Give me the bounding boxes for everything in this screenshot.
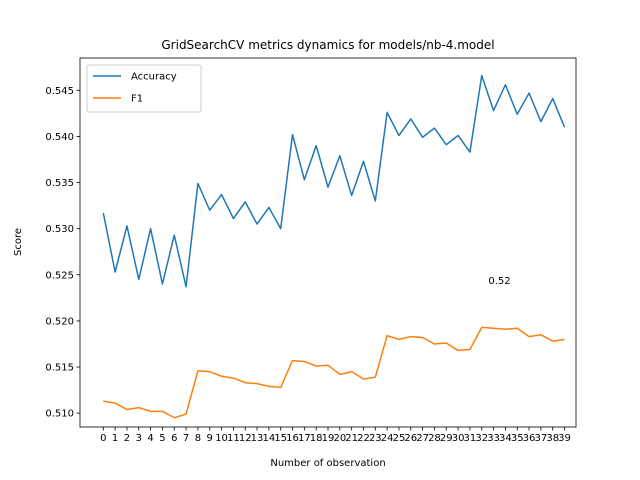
x-tick-label: 9 — [207, 433, 213, 444]
x-tick-label: 12 — [239, 433, 252, 444]
x-tick-label: 16 — [286, 433, 299, 444]
x-tick-label: 10 — [215, 433, 228, 444]
x-tick-label: 14 — [263, 433, 276, 444]
x-axis: 0 1 2 3 4 5 6 7 8 9 10 11 12 13 14 15 16 17 18 19 20 21 22 23 24… — [100, 427, 571, 444]
x-tick-label: 22 — [357, 433, 370, 444]
x-tick-label: 36 — [523, 433, 536, 444]
x-tick-label: 13 — [251, 433, 264, 444]
x-tick-label: 29 — [440, 433, 453, 444]
x-tick-label: 18 — [310, 433, 323, 444]
x-tick-label: 19 — [322, 433, 335, 444]
y-axis-label: Score — [13, 228, 24, 256]
x-tick-label: 21 — [345, 433, 358, 444]
plot-area — [79, 57, 577, 428]
x-tick-label: 11 — [227, 433, 240, 444]
x-tick-label: 7 — [183, 433, 189, 444]
x-tick-label: 2 — [124, 433, 130, 444]
x-tick-label: 25 — [393, 433, 406, 444]
y-tick-label: 0.535 — [45, 178, 74, 189]
y-tick-label: 0.520 — [45, 316, 74, 327]
x-tick-label: 27 — [416, 433, 429, 444]
y-tick-label: 0.510 — [45, 409, 74, 420]
x-tick-label: 33 — [487, 433, 500, 444]
x-tick-label: 1 — [112, 433, 118, 444]
x-tick-label: 38 — [546, 433, 559, 444]
y-tick-label: 0.515 — [45, 363, 74, 374]
x-tick-label: 26 — [404, 433, 417, 444]
x-tick-label: 28 — [428, 433, 441, 444]
x-tick-label: 31 — [464, 433, 477, 444]
x-tick-label: 20 — [333, 433, 346, 444]
x-tick-label: 4 — [147, 433, 153, 444]
legend-label-f1: F1 — [131, 94, 143, 105]
x-tick-label: 39 — [558, 433, 571, 444]
y-axis: 0.510 0.515 0.520 0.525 0.530 0.535 0.540 0.545 — [45, 86, 80, 420]
legend: Accuracy F1 — [86, 64, 202, 113]
x-tick-label: 15 — [274, 433, 287, 444]
y-tick-label: 0.545 — [45, 86, 74, 97]
y-tick-label: 0.525 — [45, 270, 74, 281]
x-tick-label: 34 — [499, 433, 512, 444]
series-line-f1 — [103, 326, 565, 419]
x-tick-label: 17 — [298, 433, 311, 444]
x-tick-label: 35 — [511, 433, 524, 444]
x-tick-label: 30 — [452, 433, 465, 444]
legend-label-accuracy: Accuracy — [131, 72, 177, 83]
chart-title: GridSearchCV metrics dynamics for models… — [161, 38, 494, 52]
x-tick-label: 6 — [171, 433, 177, 444]
x-tick-label: 24 — [381, 433, 394, 444]
x-tick-label: 8 — [195, 433, 201, 444]
x-tick-label: 37 — [535, 433, 548, 444]
x-tick-label: 5 — [159, 433, 165, 444]
x-tick-label: 3 — [136, 433, 142, 444]
annotation-label: 0.52 — [488, 276, 510, 287]
annotations: 0.52 — [488, 276, 510, 287]
series-layer — [102, 74, 566, 419]
series-line-accuracy — [102, 74, 566, 288]
x-tick-label: 32 — [475, 433, 488, 444]
x-tick-label: 23 — [369, 433, 382, 444]
y-tick-label: 0.540 — [45, 132, 74, 143]
y-tick-label: 0.530 — [45, 224, 74, 235]
x-tick-label: 0 — [100, 433, 106, 444]
x-axis-label: Number of observation — [270, 458, 385, 469]
